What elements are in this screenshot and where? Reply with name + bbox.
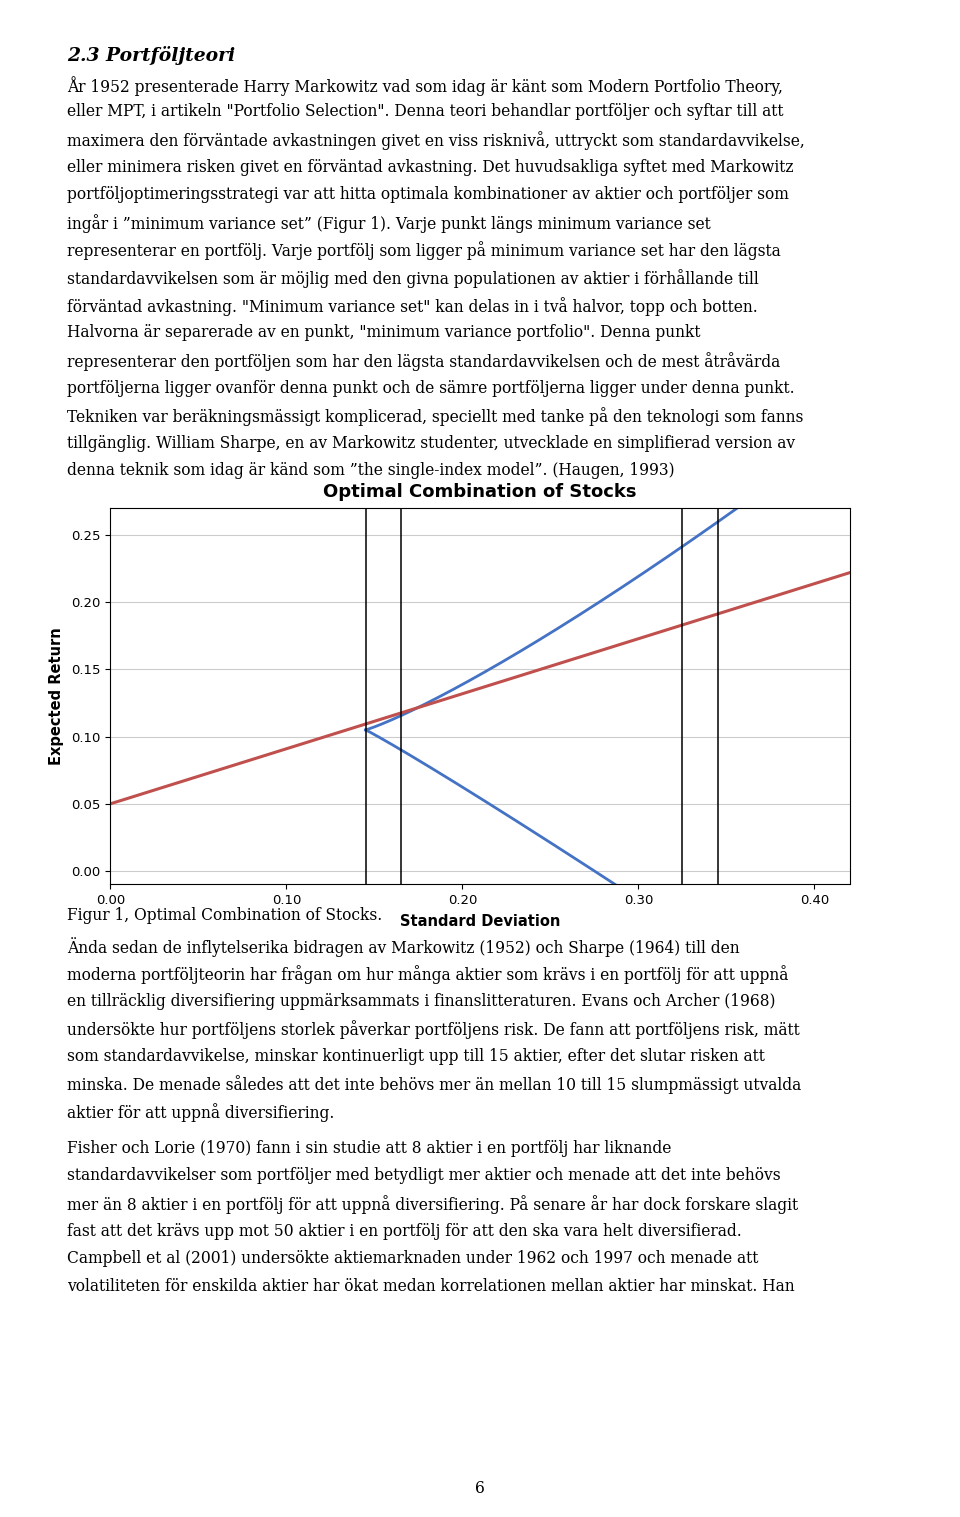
Text: denna teknik som idag är känd som ”the single-index model”. (Haugen, 1993): denna teknik som idag är känd som ”the s… <box>67 463 675 479</box>
Text: portföljoptimeringsstrategi var att hitta optimala kombinationer av aktier och p: portföljoptimeringsstrategi var att hitt… <box>67 187 789 203</box>
Text: Figur 1, Optimal Combination of Stocks.: Figur 1, Optimal Combination of Stocks. <box>67 907 382 924</box>
Text: förväntad avkastning. "Minimum variance set" kan delas in i två halvor, topp och: förväntad avkastning. "Minimum variance … <box>67 297 758 316</box>
Text: Campbell et al (2001) undersökte aktiemarknaden under 1962 och 1997 och menade a: Campbell et al (2001) undersökte aktiema… <box>67 1250 758 1267</box>
Text: representerar den portföljen som har den lägsta standardavvikelsen och de mest å: representerar den portföljen som har den… <box>67 352 780 370</box>
Text: 2.3 Portföljteori: 2.3 Portföljteori <box>67 46 235 65</box>
Text: Fisher och Lorie (1970) fann i sin studie att 8 aktier i en portfölj har liknand: Fisher och Lorie (1970) fann i sin studi… <box>67 1139 672 1157</box>
Text: maximera den förväntade avkastningen givet en viss risknivå, uttryckt som standa: maximera den förväntade avkastningen giv… <box>67 130 804 150</box>
Text: standardavvikelsen som är möjlig med den givna populationen av aktier i förhålla: standardavvikelsen som är möjlig med den… <box>67 269 759 288</box>
Text: Tekniken var beräkningsmässigt komplicerad, speciellt med tanke på den teknologi: Tekniken var beräkningsmässigt komplicer… <box>67 407 804 426</box>
Text: mer än 8 aktier i en portfölj för att uppnå diversifiering. På senare år har doc: mer än 8 aktier i en portfölj för att up… <box>67 1195 799 1214</box>
Text: aktier för att uppnå diversifiering.: aktier för att uppnå diversifiering. <box>67 1103 335 1123</box>
Text: minska. De menade således att det inte behövs mer än mellan 10 till 15 slumpmäss: minska. De menade således att det inte b… <box>67 1076 802 1094</box>
Text: 6: 6 <box>475 1481 485 1497</box>
Text: Halvorna är separerade av en punkt, "minimum variance portfolio". Denna punkt: Halvorna är separerade av en punkt, "min… <box>67 325 701 341</box>
Text: Ända sedan de inflytelserika bidragen av Markowitz (1952) och Sharpe (1964) till: Ända sedan de inflytelserika bidragen av… <box>67 938 740 957</box>
Text: eller minimera risken givet en förväntad avkastning. Det huvudsakliga syftet med: eller minimera risken givet en förväntad… <box>67 159 794 176</box>
Text: som standardavvikelse, minskar kontinuerligt upp till 15 aktier, efter det sluta: som standardavvikelse, minskar kontinuer… <box>67 1048 765 1065</box>
Text: volatiliteten för enskilda aktier har ökat medan korrelationen mellan aktier har: volatiliteten för enskilda aktier har ök… <box>67 1277 795 1296</box>
Text: en tillräcklig diversifiering uppmärksammats i finanslitteraturen. Evans och Arc: en tillräcklig diversifiering uppmärksam… <box>67 992 776 1010</box>
Text: moderna portföljteorin har frågan om hur många aktier som krävs i en portfölj fö: moderna portföljteorin har frågan om hur… <box>67 965 788 985</box>
Text: representerar en portfölj. Varje portfölj som ligger på minimum variance set har: representerar en portfölj. Varje portföl… <box>67 241 780 261</box>
Text: fast att det krävs upp mot 50 aktier i en portfölj för att den ska vara helt div: fast att det krävs upp mot 50 aktier i e… <box>67 1223 742 1239</box>
Title: Optimal Combination of Stocks: Optimal Combination of Stocks <box>324 482 636 501</box>
Text: undersökte hur portföljens storlek påverkar portföljens risk. De fann att portfö: undersökte hur portföljens storlek påver… <box>67 1021 800 1039</box>
Text: År 1952 presenterade Harry Markowitz vad som idag är känt som Modern Portfolio T: År 1952 presenterade Harry Markowitz vad… <box>67 76 783 96</box>
X-axis label: Standard Deviation: Standard Deviation <box>399 915 561 928</box>
Y-axis label: Expected Return: Expected Return <box>49 628 64 765</box>
Text: standardavvikelser som portföljer med betydligt mer aktier och menade att det in: standardavvikelser som portföljer med be… <box>67 1168 780 1185</box>
Text: eller MPT, i artikeln "Portfolio Selection". Denna teori behandlar portföljer oc: eller MPT, i artikeln "Portfolio Selecti… <box>67 103 783 120</box>
Text: ingår i ”minimum variance set” (Figur 1). Varje punkt längs minimum variance set: ingår i ”minimum variance set” (Figur 1)… <box>67 214 711 232</box>
Text: tillgänglig. William Sharpe, en av Markowitz studenter, utvecklade en simplifier: tillgänglig. William Sharpe, en av Marko… <box>67 435 795 452</box>
Text: portföljerna ligger ovanför denna punkt och de sämre portföljerna ligger under d: portföljerna ligger ovanför denna punkt … <box>67 379 795 396</box>
